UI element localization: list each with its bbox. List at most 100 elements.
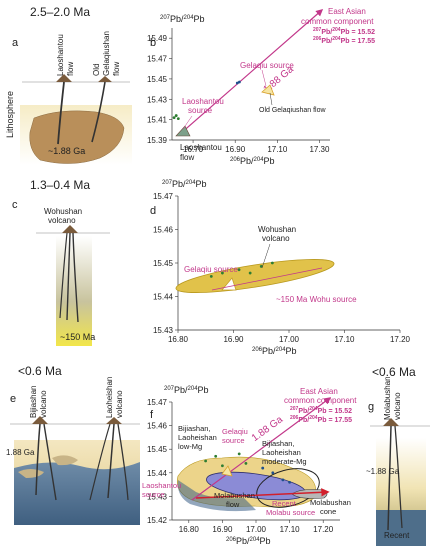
- bijiashan-label-1: Bijiashan: [29, 386, 38, 418]
- chart-d-point: [248, 271, 252, 275]
- chart-f-ytick-label: 15.42: [147, 516, 168, 525]
- chart-d-wohushan-1: Wohushan: [258, 225, 296, 234]
- chart-d-point: [209, 275, 213, 278]
- laoshantou-flow-label-1: Laoshantou: [56, 34, 65, 76]
- chart-d-wohu-source: ~150 Ma Wohu source: [276, 295, 357, 304]
- old-gelaqiushan-label-3: flow: [112, 62, 121, 76]
- molabushan-label-1: Molabushan: [383, 376, 392, 420]
- conduit-c-3: [59, 232, 68, 319]
- chart-b-xlabel: 206Pb/204Pb: [230, 156, 275, 166]
- chart-d-ytick-label: 15.47: [153, 192, 174, 201]
- laoheishan-label-1: Laoheishan: [105, 377, 114, 418]
- chart-d-point: [270, 261, 274, 265]
- chart-b-x-ticks: 16.70 16.90 17.10 17.30: [183, 140, 330, 154]
- volcano-cone-icon-right-a: [98, 76, 112, 82]
- chart-b-ytick-label: 15.45: [147, 75, 168, 84]
- chart-f-ytick-label: 15.46: [147, 422, 168, 431]
- age-label-a: 2.5–2.0 Ma: [30, 5, 90, 19]
- chart-f-ytick-label: 15.47: [147, 398, 168, 407]
- age-label-c: 1.3–0.4 Ma: [30, 178, 90, 192]
- chart-b-point: [235, 81, 239, 85]
- conduit-e-1: [35, 423, 41, 496]
- chart-b-laoshantou-field: [175, 125, 191, 137]
- chart-f-molabushan-cone-2: cone: [320, 507, 336, 516]
- volcano-cone-icon-c: [62, 225, 78, 233]
- chart-d-ytick-label: 15.43: [153, 326, 174, 335]
- volcano-cone-icon-right-e: [106, 417, 122, 424]
- chart-f-point: [221, 464, 224, 468]
- chart-d-xtick-label: 17.20: [390, 335, 411, 344]
- conduit-e-2: [43, 423, 57, 501]
- chart-f-x-ticks: 16.80 16.90 17.00 17.10 17.20: [179, 520, 334, 534]
- chart-f-molabushan-flow-2: flow: [226, 500, 240, 509]
- chart-b-laoshantou-flow-2: flow: [180, 153, 194, 162]
- age-label-c-body: ~150 Ma: [60, 332, 95, 342]
- chart-f-modmg-3: moderate-Mg: [262, 457, 307, 466]
- conduit-c-1: [66, 232, 71, 321]
- chart-d-wohushan-2: volcano: [262, 234, 290, 243]
- chart-b-ea-line2: common component: [301, 17, 374, 26]
- wohushan-label-1: Wohushan: [44, 207, 82, 216]
- chart-d-ytick-label: 15.46: [153, 226, 174, 235]
- chart-f-modmg-1: Bijiashan,: [262, 439, 295, 448]
- chart-d-xtick-label: 17.10: [334, 335, 355, 344]
- conduit-e-4: [117, 423, 129, 501]
- volcano-cone-icon-left-e: [32, 416, 48, 424]
- old-gelaqiushan-label-2: Gelaqiushan: [102, 31, 111, 76]
- conduit-g-1: [387, 425, 392, 531]
- panel-letter-f: f: [150, 409, 154, 421]
- chart-d-wohushan-leader: [261, 243, 271, 269]
- chart-d-ytick-label: 15.44: [153, 293, 174, 302]
- conduit-c-2: [72, 232, 79, 323]
- laoshantou-flow-label-2: flow: [66, 62, 75, 76]
- panel-letter-e: e: [10, 393, 16, 405]
- chart-b-ytick-label: 15.41: [147, 116, 168, 125]
- volcano-cone-icon-left-a: [56, 74, 72, 82]
- chart-d-wohu-field: [175, 259, 335, 293]
- panel-letter-g: g: [368, 401, 374, 413]
- chart-b-point: [176, 117, 180, 121]
- chart-b-ytick-label: 15.47: [147, 55, 168, 64]
- panel-e: <0.6 Ma e Bijiashan volcano Laoheishan v…: [6, 364, 140, 525]
- asthenosphere-layer-e: [14, 462, 140, 525]
- bijiashan-label-2: volcano: [39, 390, 48, 418]
- chart-f-lowmg-1: Bijiashan,: [178, 424, 211, 433]
- chart-b-point: [238, 80, 241, 84]
- lithosphere-block-2: [52, 455, 78, 466]
- chart-f-moderate-mg-outline: [256, 468, 320, 508]
- chart-f-ea-line1: East Asian: [300, 387, 338, 396]
- chart-f-ylabel: 207Pb/204Pb: [164, 385, 209, 395]
- chart-d-point: [237, 268, 241, 272]
- panel-letter-a: a: [12, 37, 19, 49]
- panel-d-chart: d 207Pb/204Pb 15.4715.4615.4515.4415.43 …: [150, 179, 411, 356]
- chart-f-ea-ratio1: 207Pb/204Pb = 15.52: [290, 406, 352, 415]
- chart-f-modmg-2: Laoheishan: [262, 448, 301, 457]
- chart-b-xtick-label: 17.10: [267, 145, 288, 154]
- chart-b-xtick-label: 17.30: [309, 145, 330, 154]
- chart-d-x-ticks: 16.80 16.90 17.00 17.10 17.20: [168, 330, 411, 344]
- chart-f-trend-arrow: [191, 397, 332, 501]
- lithosphere-label: Lithosphere: [5, 91, 15, 138]
- laoheishan-label-2: volcano: [115, 390, 124, 418]
- chart-d-xtick-label: 16.90: [223, 335, 244, 344]
- chart-d-xtick-label: 17.00: [279, 335, 300, 344]
- chart-f-xtick-label: 17.10: [280, 525, 301, 534]
- chart-f-gelaqiu-1: Gelaqiu: [222, 427, 248, 436]
- chart-f-xtick-label: 16.80: [179, 525, 200, 534]
- chart-b-ytick-label: 15.39: [147, 136, 168, 145]
- chart-d-point: [221, 271, 224, 275]
- chart-b-ylabel: 207Pb/204Pb: [160, 14, 205, 24]
- wohushan-label-2: volcano: [48, 216, 76, 225]
- chart-f-xtick-label: 17.20: [313, 525, 334, 534]
- chart-f-point: [261, 466, 265, 470]
- conduit-e-3: [107, 423, 115, 499]
- chart-f-ytick-label: 15.43: [147, 492, 168, 501]
- age-label-a-body: ~1.88 Ga: [48, 146, 85, 156]
- chart-f-recent-2: Molabu source: [266, 508, 315, 517]
- chart-b-ea-ratio2: 206Pb/204Pb = 17.55: [313, 36, 375, 45]
- chart-b-point: [172, 116, 176, 119]
- panel-c: 1.3–0.4 Ma c Wohushan volcano ~150 Ma: [12, 178, 110, 346]
- recent-label-g: Recent: [384, 531, 410, 540]
- chart-f-lowmg-2: Laoheishan: [178, 433, 217, 442]
- chart-b-laoshantou-leader: [182, 115, 193, 130]
